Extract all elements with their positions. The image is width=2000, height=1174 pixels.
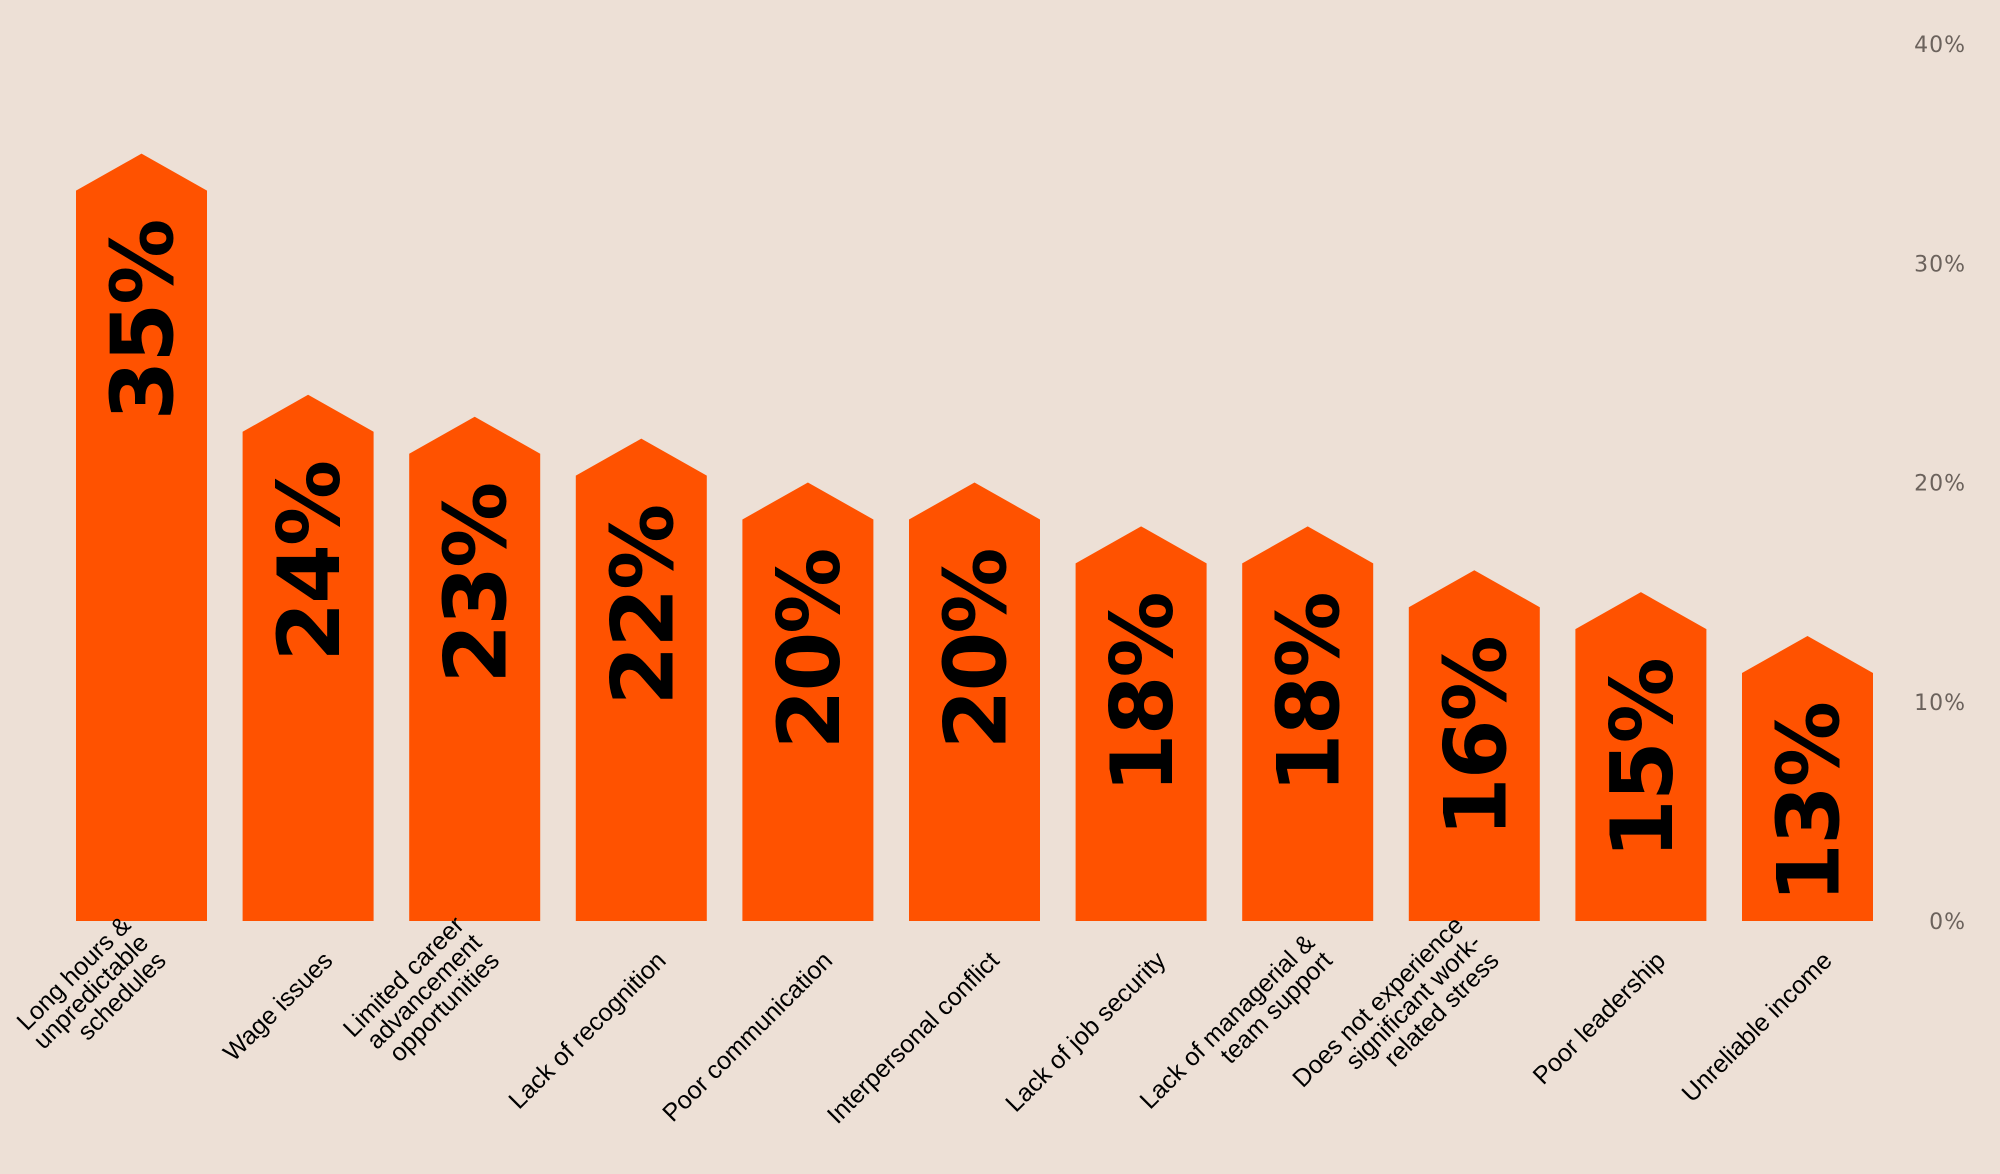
bar-value-label: 18% xyxy=(1093,593,1193,793)
bar-value-label: 23% xyxy=(427,484,527,684)
bar-value-label: 24% xyxy=(260,462,360,662)
bar xyxy=(909,482,1040,921)
bar xyxy=(1408,570,1540,921)
bar xyxy=(742,482,874,921)
bar xyxy=(242,394,374,921)
bar-value-label: 22% xyxy=(593,506,693,706)
y-tick-label: 0% xyxy=(1929,910,1966,935)
bar-value-label: 20% xyxy=(760,550,860,750)
y-tick-label: 30% xyxy=(1914,252,1966,277)
bar-value-label: 16% xyxy=(1426,637,1526,837)
bar xyxy=(1242,526,1374,921)
y-tick-label: 40% xyxy=(1914,33,1966,58)
bar-value-label: 20% xyxy=(927,550,1027,750)
bar xyxy=(575,438,707,921)
bar xyxy=(1742,635,1873,921)
bar-value-label: 35% xyxy=(94,221,194,421)
bar xyxy=(76,153,207,921)
bar-value-label: 13% xyxy=(1760,703,1860,903)
bar xyxy=(409,416,541,921)
bar-value-label: 15% xyxy=(1593,659,1693,859)
bar xyxy=(1575,592,1707,921)
bar xyxy=(1075,526,1207,921)
y-tick-label: 20% xyxy=(1914,472,1966,497)
bars-group: 35% 24% 23% 22% 20% 20% 18% 18% 16% 15% 13% xyxy=(76,153,1873,921)
y-tick-label: 10% xyxy=(1914,691,1966,716)
bar-value-label: 18% xyxy=(1260,593,1360,793)
y-axis: 0% 10% 20% 30% 40% xyxy=(1914,33,1966,935)
